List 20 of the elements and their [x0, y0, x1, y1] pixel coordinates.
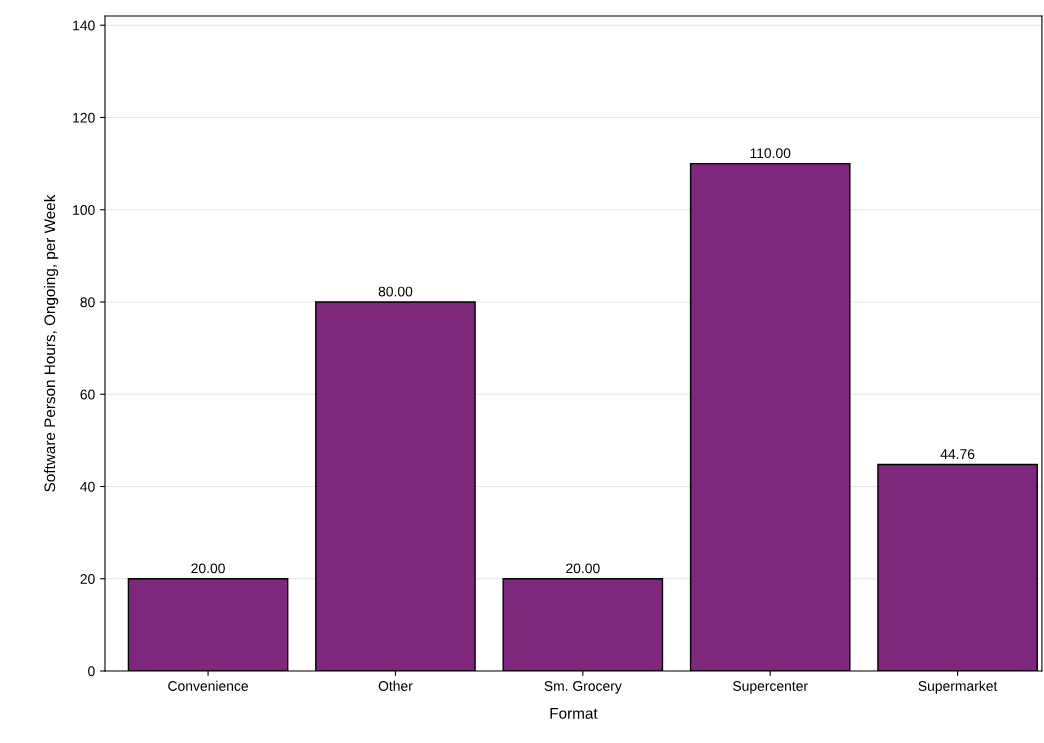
- data-label: 20.00: [566, 563, 600, 574]
- x-tick-label: Other: [378, 680, 413, 691]
- y-tick-label: 60: [80, 389, 95, 400]
- data-label: 44.76: [940, 449, 975, 460]
- x-tick-label: Supermarket: [918, 680, 998, 694]
- x-tick-label: Sm. Grocery: [544, 681, 622, 694]
- data-label: 110.00: [750, 148, 791, 159]
- y-tick-label: 20: [80, 574, 95, 584]
- x-tick-label: Supercenter: [733, 681, 808, 694]
- data-label: 20.00: [191, 563, 225, 574]
- y-tick-label: 0: [88, 666, 95, 677]
- y-axis-title: Software Person Hours, Ongoing, per Week: [43, 194, 59, 492]
- y-tick-label: 120: [73, 112, 95, 123]
- y-tick-label: 140: [73, 20, 95, 31]
- x-tick-label: Convenience: [168, 680, 248, 691]
- y-tick-label: 100: [73, 205, 95, 215]
- y-tick-label: 40: [80, 481, 95, 492]
- x-axis-title: Format: [550, 708, 598, 719]
- y-tick-label: 80: [80, 297, 95, 308]
- data-label: 80.00: [378, 286, 413, 297]
